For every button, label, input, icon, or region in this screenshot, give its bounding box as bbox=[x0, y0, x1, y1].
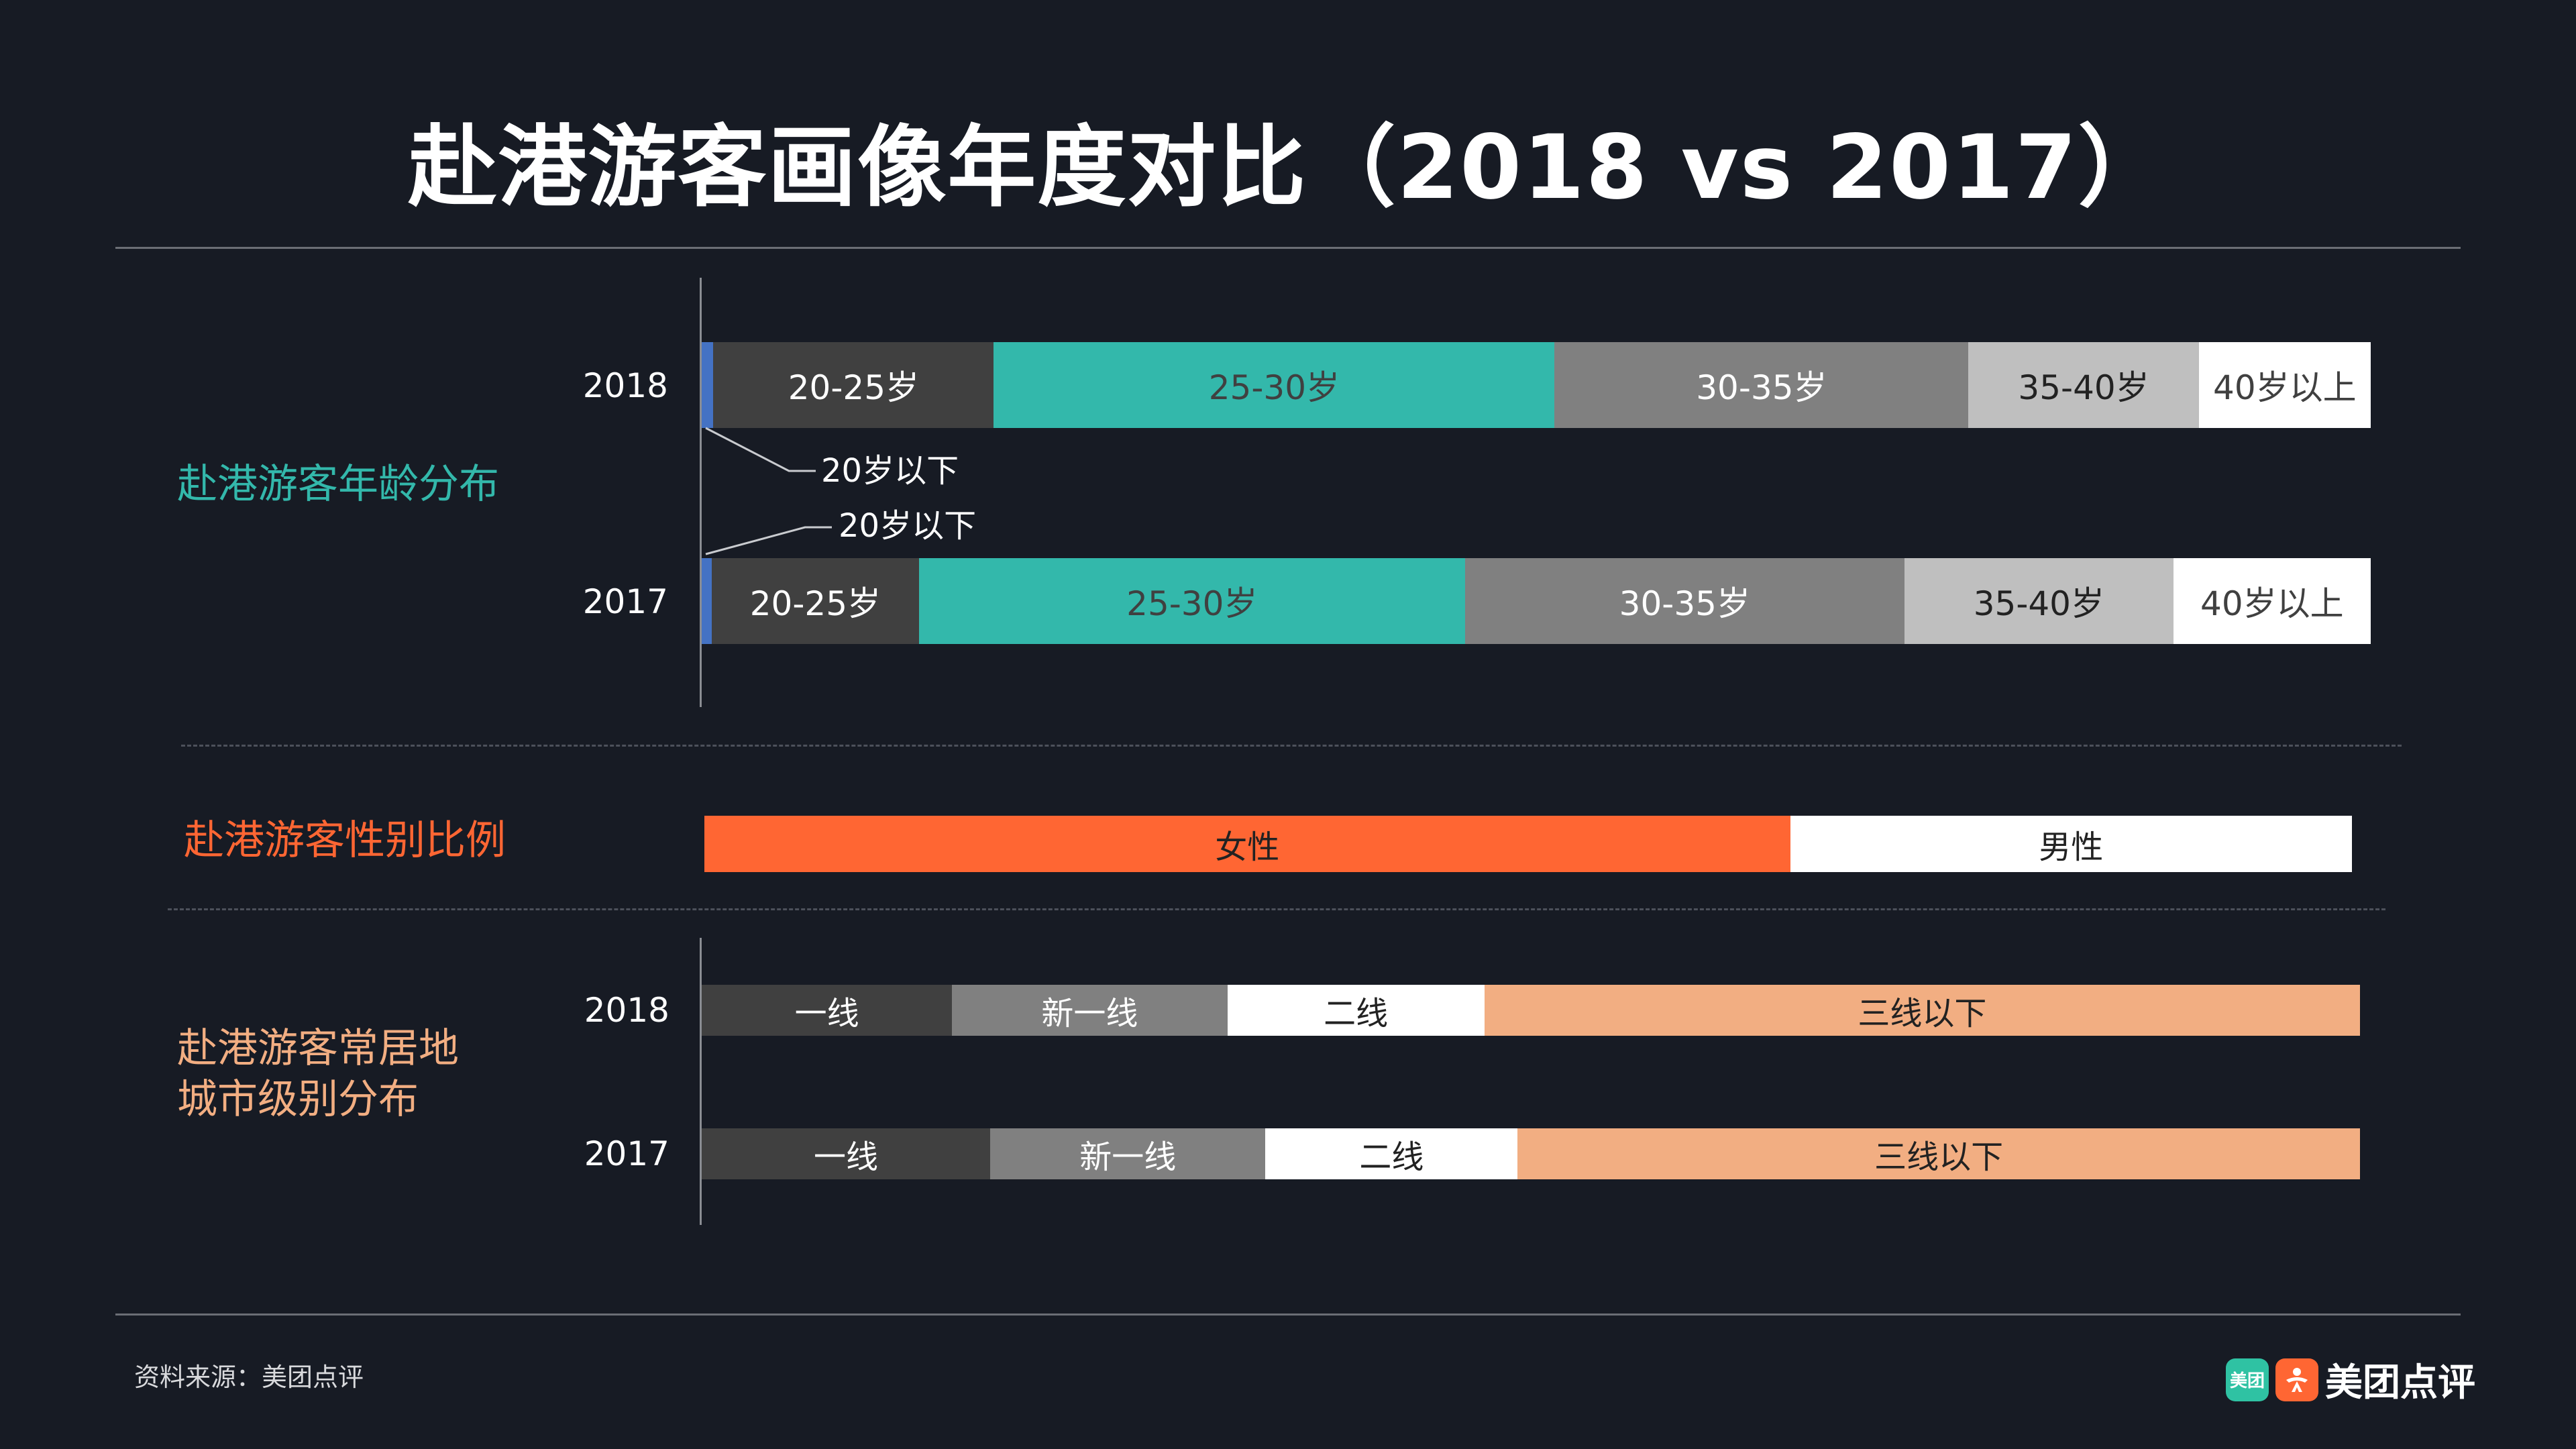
age-bar-2018-seg-0 bbox=[702, 342, 714, 428]
age-bar-2017-seg-2: 25-30岁 bbox=[918, 558, 1465, 644]
age-bar-2017: 20-25岁 25-30岁 30-35岁 35-40岁 40岁以上 bbox=[702, 558, 2371, 644]
age-bar-2018-seg-5: 40岁以上 bbox=[2198, 342, 2371, 428]
age-bar-2017-seg-5: 40岁以上 bbox=[2173, 558, 2371, 644]
age-bar-2017-seg-1: 20-25岁 bbox=[711, 558, 919, 644]
city-section-label-line1: 赴港游客常居地 bbox=[177, 1025, 459, 1072]
city-section-label-line2: 城市级别分布 bbox=[177, 1076, 419, 1123]
dianping-person-icon bbox=[2275, 1358, 2318, 1401]
city-bar-2018: 一线 新一线 二线 三线以下 bbox=[702, 985, 2360, 1036]
age-bar-2017-seg-0 bbox=[702, 558, 712, 644]
source-note: 资料来源：美团点评 bbox=[134, 1362, 364, 1392]
footer-divider bbox=[115, 1313, 2461, 1316]
callout-leader-2018 bbox=[705, 427, 816, 472]
city-bar-2017-seg-0: 一线 bbox=[702, 1128, 991, 1179]
city-bar-2018-seg-1: 新一线 bbox=[952, 985, 1228, 1036]
age-bar-2018-seg-2: 25-30岁 bbox=[994, 342, 1555, 428]
brand-name: 美团点评 bbox=[2325, 1361, 2475, 1405]
callout-leader-2017 bbox=[705, 526, 832, 555]
gender-bar-seg-1: 男性 bbox=[1790, 816, 2352, 872]
age-bar-2017-seg-4: 35-40岁 bbox=[1904, 558, 2174, 644]
section-divider-1 bbox=[181, 745, 2402, 747]
age-bar-2018-seg-1: 20-25岁 bbox=[713, 342, 994, 428]
title-divider bbox=[115, 247, 2461, 249]
city-year-label-2018: 2018 bbox=[584, 991, 669, 1030]
age-axis-line bbox=[700, 278, 702, 707]
age-section-label: 赴港游客年龄分布 bbox=[177, 461, 499, 508]
callout-label-2018: 20岁以下 bbox=[821, 452, 959, 490]
gender-section-label: 赴港游客性别比例 bbox=[184, 817, 506, 864]
brand-badge-text: 美团 bbox=[2229, 1371, 2265, 1391]
brand-logo: 美团 美团点评 bbox=[2226, 1352, 2475, 1407]
city-bar-2017-seg-1: 新一线 bbox=[990, 1128, 1266, 1179]
gender-bar: 女性 男性 bbox=[704, 816, 2352, 872]
city-bar-2018-seg-0: 一线 bbox=[702, 985, 953, 1036]
city-bar-2017: 一线 新一线 二线 三线以下 bbox=[702, 1128, 2360, 1179]
age-bar-2018-seg-3: 30-35岁 bbox=[1554, 342, 1969, 428]
callout-label-2017: 20岁以下 bbox=[839, 507, 977, 545]
page-title: 赴港游客画像年度对比（2018 vs 2017） bbox=[408, 116, 2168, 219]
gender-bar-seg-0: 女性 bbox=[704, 816, 1790, 872]
city-bar-2017-seg-3: 三线以下 bbox=[1517, 1128, 2360, 1179]
city-bar-2017-seg-2: 二线 bbox=[1265, 1128, 1518, 1179]
meituan-badge-icon: 美团 bbox=[2226, 1358, 2269, 1401]
city-year-label-2017: 2017 bbox=[584, 1134, 669, 1173]
city-axis-line bbox=[700, 938, 702, 1225]
section-divider-2 bbox=[168, 908, 2385, 910]
age-bar-2017-seg-3: 30-35岁 bbox=[1464, 558, 1905, 644]
city-bar-2018-seg-3: 三线以下 bbox=[1484, 985, 2360, 1036]
age-bar-2018-seg-4: 35-40岁 bbox=[1968, 342, 2199, 428]
age-year-label-2017: 2017 bbox=[582, 582, 668, 621]
age-year-label-2018: 2018 bbox=[582, 366, 668, 405]
age-bar-2018: 20-25岁 25-30岁 30-35岁 35-40岁 40岁以上 bbox=[702, 342, 2371, 428]
city-bar-2018-seg-2: 二线 bbox=[1227, 985, 1485, 1036]
